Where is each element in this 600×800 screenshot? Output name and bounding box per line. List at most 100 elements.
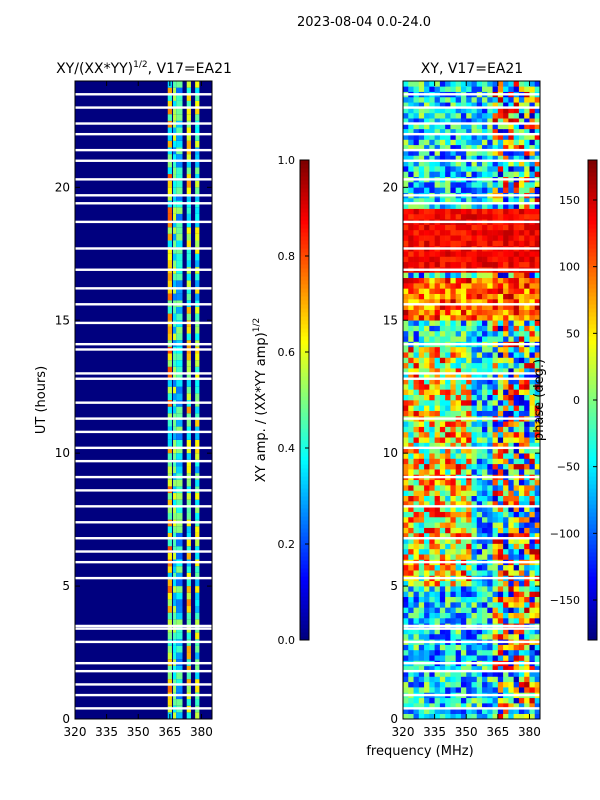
phase-cell <box>518 708 525 714</box>
phase-cell <box>518 644 525 651</box>
phase-cell <box>460 570 467 576</box>
phase-cell <box>439 240 446 247</box>
phase-cell <box>487 224 493 231</box>
phase-cell <box>534 139 541 146</box>
amplitude-cell <box>176 446 183 454</box>
phase-cell <box>497 548 504 555</box>
data-gap <box>403 178 540 181</box>
phase-cell <box>487 277 493 284</box>
phase-cell <box>450 543 456 550</box>
phase-cell <box>439 665 446 672</box>
phase-cell <box>529 527 536 534</box>
phase-cell <box>524 330 530 337</box>
phase-cell <box>508 431 514 438</box>
phase-cell <box>508 320 514 326</box>
phase-cell <box>492 314 499 321</box>
amplitude-cell <box>167 586 172 593</box>
phase-cell <box>476 150 483 156</box>
amplitude-colorbar-segment <box>300 276 309 281</box>
amplitude-colorbar-tick-label: 0.8 <box>278 250 296 263</box>
phase-cell <box>413 681 420 688</box>
phase-cell <box>482 655 488 661</box>
phase-cell <box>487 352 493 358</box>
phase-colorbar-segment <box>588 476 597 481</box>
phase-cell <box>513 150 520 156</box>
phase-cell <box>460 197 467 204</box>
amplitude-cell <box>176 532 183 540</box>
phase-cell <box>450 522 456 528</box>
phase-cell <box>482 495 488 502</box>
phase-cell <box>455 602 462 608</box>
phase-cell <box>466 713 472 720</box>
phase-cell <box>450 373 456 380</box>
phase-cell <box>408 362 414 369</box>
amplitude-cell <box>176 233 183 241</box>
phase-cell <box>513 203 520 209</box>
phase-colorbar-segment <box>588 340 597 345</box>
phase-cell <box>492 166 499 172</box>
phase-cell <box>466 554 472 560</box>
phase-cell <box>482 96 488 103</box>
phase-cell <box>471 288 478 294</box>
amplitude-frame <box>74 80 213 720</box>
phase-cell <box>434 373 441 380</box>
phase-colorbar-segment <box>588 464 597 469</box>
phase-cell <box>529 182 536 188</box>
phase-cell <box>460 298 467 305</box>
phase-cell <box>487 495 493 502</box>
amplitude-cell <box>195 539 200 547</box>
phase-cell <box>413 102 420 108</box>
phase-cell <box>497 86 504 92</box>
amplitude-cell <box>173 373 177 381</box>
phase-y-tick-label: 10 <box>383 446 398 460</box>
phase-cell <box>455 485 462 491</box>
phase-cell <box>434 485 441 491</box>
amplitude-cell <box>176 240 183 248</box>
amplitude-cell <box>176 426 183 434</box>
phase-cell <box>534 586 541 592</box>
phase-colorbar-segment <box>588 252 597 257</box>
phase-cell <box>466 330 472 337</box>
phase-y-tick-label: 15 <box>383 313 398 327</box>
phase-cell <box>403 713 409 720</box>
phase-cell <box>403 453 409 459</box>
amplitude-cell <box>176 260 183 268</box>
phase-cell <box>497 182 504 188</box>
phase-cell <box>524 288 530 294</box>
phase-cell <box>466 203 472 209</box>
phase-cell <box>429 708 435 714</box>
phase-cell <box>408 235 414 241</box>
phase-cell <box>529 607 536 613</box>
data-gap <box>403 707 540 710</box>
phase-cell <box>487 309 493 316</box>
phase-cell <box>413 373 420 380</box>
phase-cell <box>408 554 414 560</box>
phase-cell <box>403 410 409 417</box>
phase-cell <box>492 602 499 608</box>
phase-cell <box>403 155 409 162</box>
phase-cell <box>413 155 420 162</box>
phase-cell <box>424 123 430 130</box>
phase-cell <box>482 676 488 683</box>
phase-cell <box>466 649 472 656</box>
phase-cell <box>471 479 478 486</box>
phase-cell <box>471 485 478 491</box>
amplitude-colorbar-segment <box>300 204 309 209</box>
data-gap <box>403 247 540 250</box>
phase-cell <box>529 442 536 449</box>
phase-cell <box>450 671 456 677</box>
amplitude-heatmap <box>75 81 212 719</box>
phase-cell <box>439 346 446 353</box>
phase-cell <box>471 373 478 380</box>
phase-cell <box>439 564 446 571</box>
phase-cell <box>476 203 483 209</box>
phase-cell <box>471 602 478 608</box>
phase-cell <box>466 596 472 603</box>
phase-cell <box>524 314 530 321</box>
phase-cell <box>450 213 456 220</box>
phase-colorbar-segment <box>588 372 597 377</box>
phase-cell <box>487 607 493 613</box>
data-gap <box>75 401 212 404</box>
phase-cell <box>418 288 425 294</box>
phase-cell <box>497 655 504 661</box>
